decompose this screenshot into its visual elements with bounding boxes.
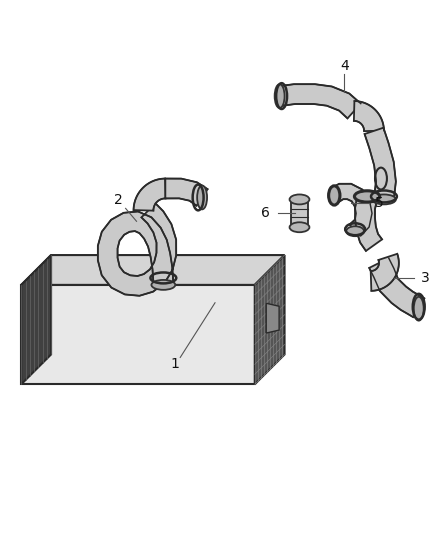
- Polygon shape: [266, 303, 279, 333]
- Ellipse shape: [372, 195, 396, 204]
- Polygon shape: [330, 184, 372, 236]
- Text: 6: 6: [261, 206, 270, 220]
- Ellipse shape: [414, 297, 424, 321]
- Polygon shape: [98, 203, 176, 296]
- Polygon shape: [278, 84, 361, 118]
- Ellipse shape: [355, 191, 379, 201]
- Polygon shape: [165, 179, 208, 206]
- Polygon shape: [134, 179, 166, 211]
- Polygon shape: [369, 258, 424, 317]
- Polygon shape: [371, 254, 399, 291]
- Ellipse shape: [152, 280, 175, 290]
- Text: 3: 3: [421, 271, 430, 285]
- Polygon shape: [21, 255, 51, 384]
- Polygon shape: [21, 285, 255, 384]
- Ellipse shape: [290, 195, 309, 204]
- Polygon shape: [355, 197, 382, 251]
- Polygon shape: [255, 255, 285, 384]
- Text: 2: 2: [114, 193, 123, 207]
- Bar: [290, 199, 308, 227]
- Ellipse shape: [329, 187, 339, 204]
- Polygon shape: [21, 255, 285, 285]
- Text: 1: 1: [171, 357, 180, 372]
- Ellipse shape: [275, 84, 285, 108]
- Ellipse shape: [346, 226, 364, 236]
- Polygon shape: [354, 101, 384, 131]
- Polygon shape: [364, 128, 396, 199]
- Text: 4: 4: [340, 59, 349, 73]
- Text: 5: 5: [375, 196, 384, 211]
- Ellipse shape: [197, 185, 207, 209]
- Ellipse shape: [290, 222, 309, 232]
